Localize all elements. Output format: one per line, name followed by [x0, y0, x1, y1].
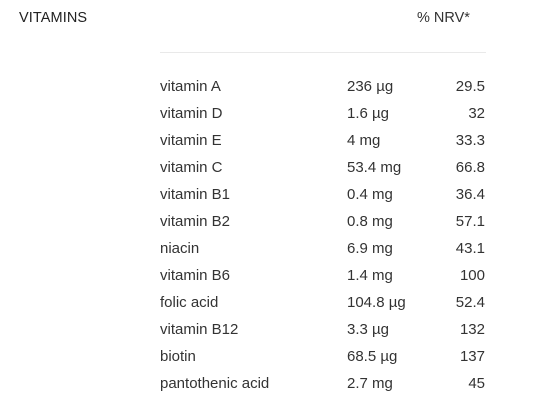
nutrient-nrv: 100 [459, 267, 485, 284]
nutrient-name: vitamin B2 [160, 213, 231, 230]
nutrient-name: vitamin B6 [160, 267, 231, 284]
table-row: vitamin C 53.4 mg 66.8 [0, 155, 541, 182]
table-row: vitamin B2 0.8 mg 57.1 [0, 209, 541, 236]
nutrient-name: biotin [160, 348, 196, 365]
nutrient-name: pantothenic acid [160, 375, 270, 392]
nutrient-nrv: 36.4 [455, 186, 485, 203]
nutrient-nrv: 66.8 [455, 159, 485, 176]
table-row: vitamin A 236 µg 29.5 [0, 74, 541, 101]
nutrient-nrv: 52.4 [455, 294, 485, 311]
nutrient-nrv: 45 [468, 375, 485, 392]
table-row: niacin 6.9 mg 43.1 [0, 236, 541, 263]
table-row: vitamin E 4 mg 33.3 [0, 128, 541, 155]
nutrient-amount: 68.5 µg [347, 348, 398, 365]
nutrient-amount: 53.4 mg [347, 159, 402, 176]
nrv-column-header: % NRV* [417, 10, 470, 26]
table-row: vitamin B1 0.4 mg 36.4 [0, 182, 541, 209]
nutrient-nrv: 33.3 [455, 132, 485, 149]
nutrient-amount: 236 µg [347, 78, 394, 95]
nutrient-nrv: 132 [459, 321, 485, 338]
nutrient-amount: 2.7 mg [347, 375, 393, 392]
section-title: VITAMINS [19, 10, 88, 26]
nutrient-nrv: 57.1 [455, 213, 485, 230]
table-row: biotin 68.5 µg 137 [0, 344, 541, 371]
table-row: vitamin B6 1.4 mg 100 [0, 263, 541, 290]
nutrient-name: vitamin B1 [160, 186, 231, 203]
table-row: folic acid 104.8 µg 52.4 [0, 290, 541, 317]
nutrient-nrv: 29.5 [455, 78, 485, 95]
vitamins-table: vitamin A 236 µg 29.5 vitamin D 1.6 µg 32 vita… [0, 74, 541, 398]
nutrient-amount: 4 mg [347, 132, 381, 149]
nutrient-amount: 3.3 µg [347, 321, 390, 338]
table-row: pantothenic acid 2.7 mg 45 [0, 371, 541, 398]
nutrient-name: folic acid [160, 294, 219, 311]
nutrient-nrv: 137 [459, 348, 485, 365]
table-row: vitamin B12 3.3 µg 132 [0, 317, 541, 344]
nutrient-amount: 1.4 mg [347, 267, 393, 284]
nutrient-amount: 1.6 µg [347, 105, 390, 122]
nutrient-amount: 104.8 µg [347, 294, 406, 311]
header-divider [160, 52, 486, 53]
nutrient-name: vitamin B12 [160, 321, 239, 338]
nutrient-name: vitamin E [160, 132, 222, 149]
nutrient-amount: 0.4 mg [347, 186, 393, 203]
nutrient-amount: 6.9 mg [347, 240, 393, 257]
table-row: vitamin D 1.6 µg 32 [0, 101, 541, 128]
nutrient-name: vitamin D [160, 105, 223, 122]
nutrient-amount: 0.8 mg [347, 213, 393, 230]
nutrient-name: niacin [160, 240, 200, 257]
nutrient-name: vitamin A [160, 78, 221, 95]
nutrient-nrv: 43.1 [455, 240, 485, 257]
nutrient-nrv: 32 [468, 105, 485, 122]
nutrient-name: vitamin C [160, 159, 223, 176]
